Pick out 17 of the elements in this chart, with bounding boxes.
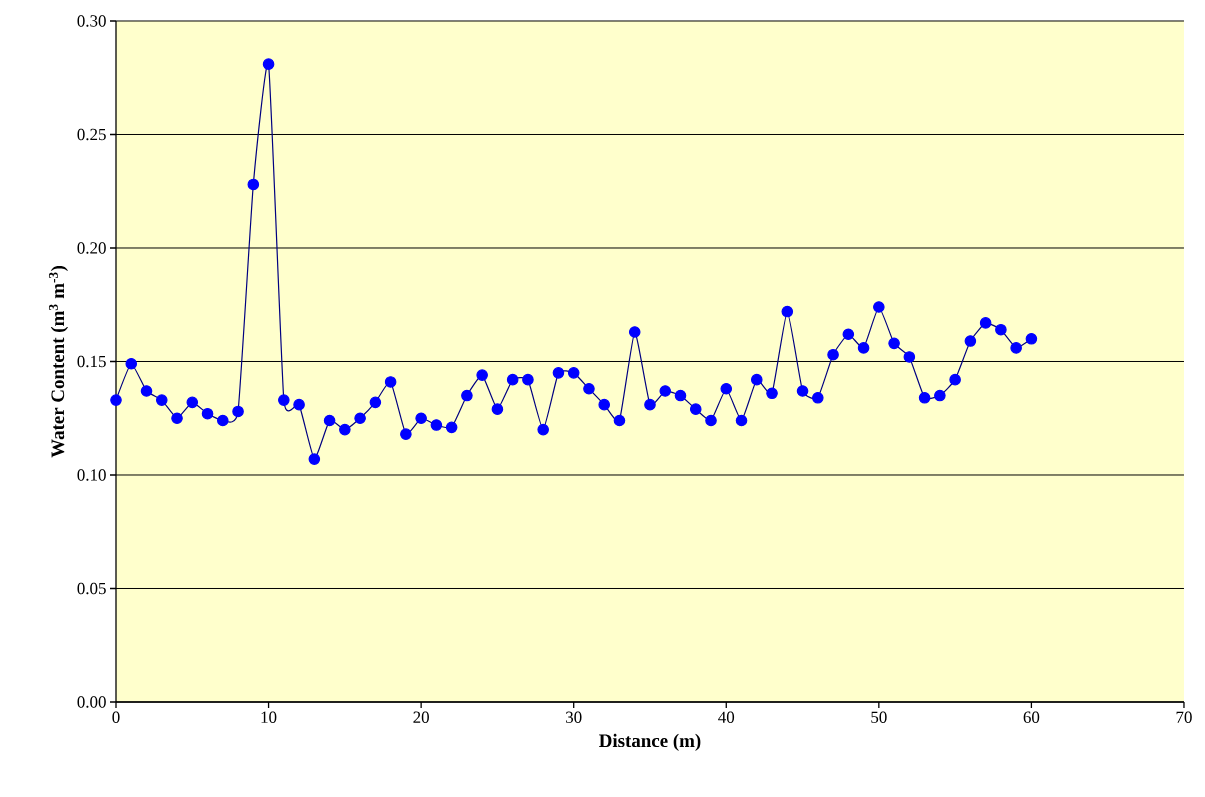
y-tick-label: 0.05: [77, 582, 106, 595]
y-tick-label: 0.15: [77, 355, 106, 368]
x-tick-label: 40: [718, 711, 735, 723]
x-tick-label: 20: [413, 711, 429, 723]
x-tick-label: 70: [1176, 711, 1192, 723]
x-tick-label: 30: [566, 711, 582, 723]
y-tick-label: 0.00: [77, 696, 106, 708]
y-axis-title: Water Content (m$^{3}$ m$^{-3}$): [48, 266, 68, 458]
x-axis-title: Distance (m): [599, 733, 701, 751]
y-tick-label: 0.30: [77, 15, 106, 27]
x-tick-label: 50: [871, 711, 887, 723]
x-tick-label: 0: [112, 711, 120, 723]
y-tick-label: 0.10: [77, 469, 106, 481]
y-tick-label: 0.25: [77, 128, 106, 141]
x-tick-label: 60: [1023, 711, 1040, 723]
y-tick-label: 0.20: [77, 242, 106, 254]
x-tick-label: 10: [261, 711, 277, 723]
